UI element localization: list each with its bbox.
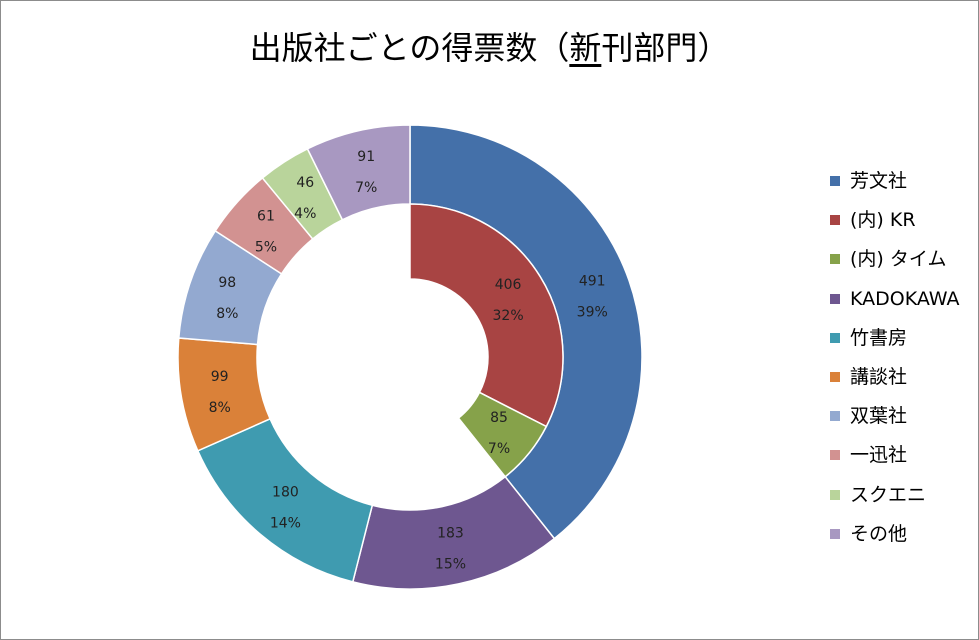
legend-swatch — [829, 370, 841, 383]
legend-label: KADOKAWA — [850, 287, 960, 310]
outer-slice-5-percent-label: 5% — [255, 240, 277, 256]
legend-swatch — [829, 175, 841, 187]
legend-swatch — [829, 292, 841, 305]
legend-swatch — [829, 253, 841, 266]
legend-label: その他 — [850, 522, 908, 545]
outer-slice-4-value-label: 98 — [218, 275, 236, 291]
outer-slice-5-value-label: 61 — [257, 209, 275, 225]
legend-label: 芳文社 — [850, 170, 908, 192]
legend-label: (内) KR — [850, 209, 916, 232]
outer-slice-4-percent-label: 8% — [216, 306, 238, 322]
outer-slice-7-item — [306, 124, 411, 221]
legend-swatch — [829, 331, 841, 344]
chart-title: 出版社ごとの得票数（新刊部門） — [1, 23, 978, 69]
outer-slice-6-percent-label: 4% — [294, 206, 316, 222]
outer-slice-0-percent-label: 39% — [577, 304, 608, 320]
inner-slice-1-percent-label: 7% — [488, 441, 510, 457]
legend-swatch — [829, 488, 841, 501]
legend-label: 講談社 — [850, 365, 908, 388]
chart-title-prefix: 出版社ごとの得票数（ — [249, 29, 570, 67]
legend-swatch — [829, 410, 841, 423]
legend-label: 竹書房 — [850, 326, 908, 349]
chart-title-underlined: 新 — [569, 29, 602, 67]
inner-slice-0-value-label: 406 — [495, 277, 522, 293]
outer-slice-2-percent-label: 14% — [270, 515, 301, 531]
outer-slice-0-value-label: 491 — [579, 273, 606, 289]
outer-slice-7-percent-label: 7% — [355, 180, 377, 196]
inner-slice-0-kr — [409, 203, 564, 428]
legend-label: 一迅社 — [850, 444, 908, 467]
outer-slice-6-value-label: 46 — [296, 175, 314, 191]
legend-label: スクエニ — [850, 483, 927, 506]
chart-title-suffix: 刊部門） — [601, 29, 730, 67]
inner-slice-1-value-label: 85 — [490, 410, 508, 426]
legend-swatch — [829, 527, 841, 540]
outer-slice-7-value-label: 91 — [357, 149, 375, 165]
outer-slice-3-percent-label: 8% — [209, 400, 231, 416]
inner-slice-1-item — [457, 391, 548, 478]
outer-slice-1-percent-label: 15% — [435, 557, 466, 573]
inner-slice-0-percent-label: 32% — [493, 308, 524, 324]
legend-swatch — [829, 449, 841, 462]
outer-slice-3-value-label: 99 — [211, 369, 229, 385]
legend-label: (内) タイム — [850, 248, 947, 271]
outer-slice-2-value-label: 180 — [272, 484, 299, 500]
outer-slice-1-value-label: 183 — [437, 526, 464, 542]
legend-swatch — [829, 214, 841, 227]
legend-label: 双葉社 — [850, 405, 908, 428]
